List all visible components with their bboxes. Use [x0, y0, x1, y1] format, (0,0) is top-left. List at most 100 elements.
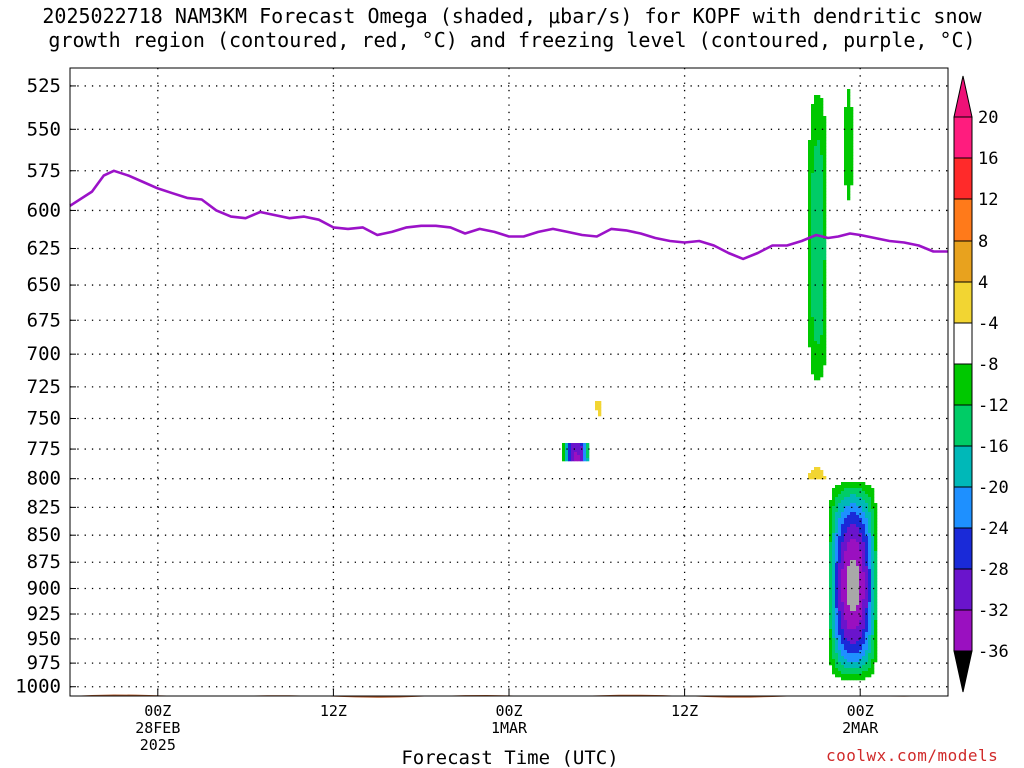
omega-cell [808, 326, 812, 330]
omega-cell [817, 182, 821, 186]
omega-cell [820, 212, 824, 216]
omega-cell [835, 548, 839, 552]
omega-cell [865, 617, 869, 621]
omega-cell [862, 677, 866, 681]
omega-cell [808, 209, 812, 213]
omega-cell [853, 677, 857, 681]
omega-cell [841, 590, 845, 594]
omega-cell [838, 602, 842, 606]
omega-cell [823, 299, 827, 303]
omega-cell [814, 347, 818, 351]
omega-cell [844, 509, 848, 513]
omega-cell [574, 446, 578, 450]
omega-cell [868, 635, 872, 639]
omega-cell [814, 110, 818, 114]
omega-cell [856, 656, 860, 660]
omega-cell [820, 371, 824, 375]
omega-cell [874, 632, 878, 636]
omega-cell [856, 635, 860, 639]
omega-cell [862, 542, 866, 546]
omega-cell [856, 533, 860, 537]
omega-cell [823, 209, 827, 213]
omega-cell [847, 641, 851, 645]
omega-cell [820, 257, 824, 261]
omega-cell [859, 521, 863, 525]
omega-cell [841, 497, 845, 501]
omega-cell [868, 521, 872, 525]
omega-cell [850, 167, 854, 171]
omega-cell [841, 527, 845, 531]
omega-cell [853, 560, 857, 564]
omega-cell [865, 494, 869, 498]
omega-cell [841, 593, 845, 597]
omega-cell [841, 653, 845, 657]
omega-cell [814, 167, 818, 171]
omega-cell [856, 569, 860, 573]
omega-cell [868, 500, 872, 504]
omega-cell [874, 611, 878, 615]
omega-cell [859, 620, 863, 624]
omega-cell [808, 197, 812, 201]
omega-cell [868, 548, 872, 552]
omega-cell [844, 155, 848, 159]
omega-cell [847, 536, 851, 540]
omega-cell [829, 572, 833, 576]
omega-cell [823, 323, 827, 327]
omega-cell [820, 269, 824, 273]
omega-cell [862, 668, 866, 672]
omega-cell [835, 542, 839, 546]
omega-cell [850, 647, 854, 651]
omega-cell [847, 617, 851, 621]
omega-cell [850, 545, 854, 549]
omega-cell [847, 671, 851, 675]
omega-cell [847, 551, 851, 555]
omega-cell [850, 146, 854, 150]
omega-cell [847, 155, 851, 159]
omega-cell [817, 236, 821, 240]
omega-cell [832, 497, 836, 501]
omega-cell [862, 560, 866, 564]
omega-cell [820, 176, 824, 180]
omega-cell [850, 590, 854, 594]
omega-cell [862, 554, 866, 558]
omega-cell [862, 536, 866, 540]
omega-cell [868, 662, 872, 666]
omega-cell [865, 584, 869, 588]
omega-cell [832, 560, 836, 564]
omega-cell [823, 476, 827, 480]
omega-cell [811, 179, 815, 183]
omega-cell [817, 314, 821, 318]
omega-cell [811, 323, 815, 327]
omega-cell [847, 542, 851, 546]
omega-cell [856, 584, 860, 588]
omega-cell [835, 602, 839, 606]
omega-cell [841, 533, 845, 537]
omega-cell [850, 665, 854, 669]
omega-cell [862, 617, 866, 621]
omega-cell [847, 530, 851, 534]
omega-cell [811, 359, 815, 363]
omega-cell [853, 614, 857, 618]
omega-cell [820, 272, 824, 276]
omega-cell [568, 446, 572, 450]
omega-cell [838, 659, 842, 663]
omega-cell [865, 518, 869, 522]
omega-cell [847, 509, 851, 513]
omega-cell [835, 536, 839, 540]
omega-cell [571, 458, 575, 462]
omega-cell [814, 113, 818, 117]
omega-cell [562, 449, 566, 453]
omega-cell [847, 140, 851, 144]
omega-cell [808, 332, 812, 336]
colorbar-label: 20 [978, 108, 998, 128]
omega-cell [868, 593, 872, 597]
omega-cell [811, 245, 815, 249]
omega-cell [874, 596, 878, 600]
omega-cell [841, 563, 845, 567]
omega-cell [820, 470, 824, 474]
omega-cell [817, 215, 821, 219]
omega-cell [844, 587, 848, 591]
omega-cell [817, 179, 821, 183]
omega-cell [841, 641, 845, 645]
omega-cell [862, 497, 866, 501]
